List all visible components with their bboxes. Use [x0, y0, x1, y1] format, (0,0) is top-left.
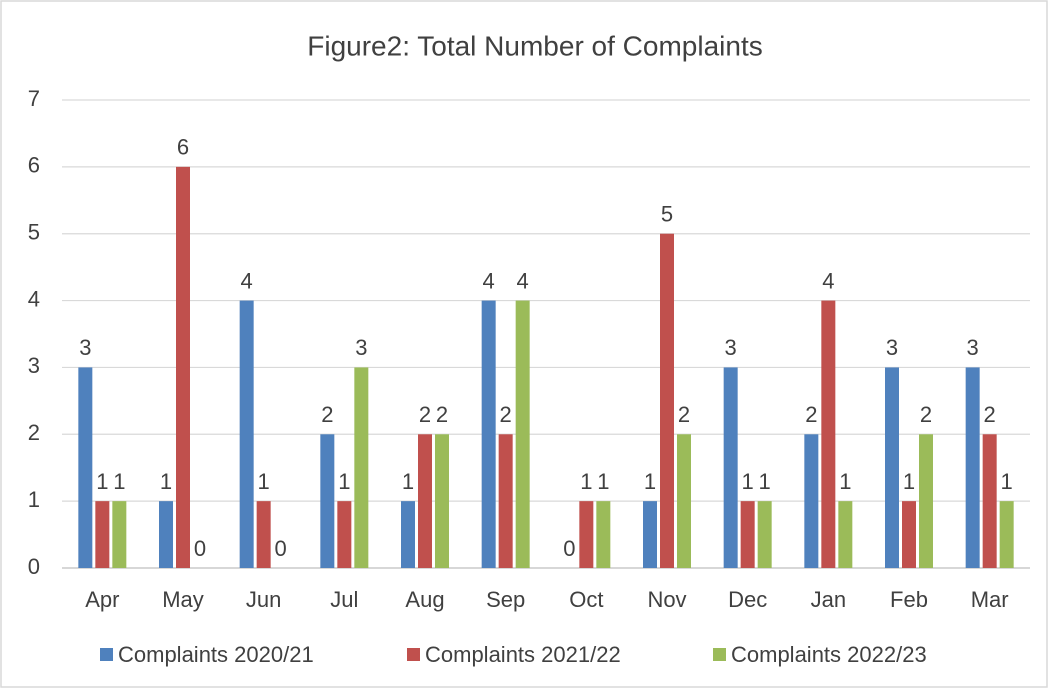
- y-tick-label: 7: [28, 86, 40, 111]
- bar: [112, 501, 127, 568]
- data-label: 4: [822, 268, 834, 293]
- y-tick-label: 6: [28, 153, 40, 178]
- data-label: 1: [580, 469, 592, 494]
- data-label: 1: [113, 469, 125, 494]
- bar: [176, 166, 190, 568]
- data-label: 2: [321, 402, 333, 427]
- data-label: 1: [338, 469, 350, 494]
- bar: [965, 367, 980, 568]
- bar: [821, 300, 836, 568]
- data-label: 1: [402, 469, 414, 494]
- x-tick-label: Apr: [85, 587, 119, 612]
- bar: [999, 501, 1014, 568]
- x-tick-label: Nov: [647, 587, 686, 612]
- data-label: 2: [678, 402, 690, 427]
- y-tick-label: 4: [28, 286, 40, 311]
- bar: [337, 501, 352, 568]
- bar: [239, 300, 254, 568]
- data-label: 1: [160, 469, 172, 494]
- data-label: 1: [1001, 469, 1013, 494]
- data-label: 1: [839, 469, 851, 494]
- x-tick-label: Jun: [246, 587, 281, 612]
- bar: [723, 367, 738, 568]
- x-tick-label: Sep: [486, 587, 525, 612]
- data-label: 3: [79, 335, 91, 360]
- bar: [660, 233, 674, 568]
- bar: [320, 434, 335, 568]
- legend-label: Complaints 2021/22: [425, 642, 621, 667]
- y-tick-label: 0: [28, 554, 40, 579]
- data-label: 6: [177, 135, 189, 160]
- x-tick-label: Feb: [890, 587, 928, 612]
- bar: [596, 501, 611, 568]
- legend-swatch: [713, 648, 726, 661]
- x-tick-label: Mar: [971, 587, 1009, 612]
- bar: [435, 434, 449, 568]
- data-label: 3: [967, 335, 979, 360]
- data-label: 0: [194, 536, 206, 561]
- bar: [515, 300, 530, 568]
- y-tick-label: 2: [28, 420, 40, 445]
- data-label: 2: [436, 402, 448, 427]
- bar: [740, 501, 755, 568]
- legend-swatch: [100, 648, 113, 661]
- data-label: 5: [661, 202, 673, 227]
- bar: [401, 501, 415, 568]
- data-label: 0: [563, 536, 575, 561]
- data-label: 2: [419, 402, 431, 427]
- data-label: 1: [644, 469, 656, 494]
- data-label: 1: [258, 469, 270, 494]
- data-label: 3: [886, 335, 898, 360]
- y-tick-label: 1: [28, 487, 40, 512]
- data-label: 4: [241, 268, 253, 293]
- bar: [78, 367, 93, 568]
- y-tick-label: 5: [28, 220, 40, 245]
- data-label: 3: [355, 335, 367, 360]
- data-label: 1: [597, 469, 609, 494]
- bar: [677, 434, 691, 568]
- bar: [579, 501, 594, 568]
- bar: [838, 501, 853, 568]
- bar: [481, 300, 496, 568]
- data-label: 1: [96, 469, 108, 494]
- data-label: 1: [742, 469, 754, 494]
- bar: [418, 434, 432, 568]
- data-label: 4: [483, 268, 495, 293]
- data-label: 2: [920, 402, 932, 427]
- data-label: 1: [903, 469, 915, 494]
- bar: [885, 367, 899, 568]
- data-label: 2: [984, 402, 996, 427]
- legend-swatch: [407, 648, 420, 661]
- bar: [982, 434, 997, 568]
- bar: [804, 434, 819, 568]
- data-label: 0: [275, 536, 287, 561]
- data-label: 4: [517, 268, 529, 293]
- bar: [757, 501, 772, 568]
- y-tick-label: 3: [28, 353, 40, 378]
- bar: [256, 501, 271, 568]
- legend-label: Complaints 2022/23: [731, 642, 927, 667]
- data-label: 3: [725, 335, 737, 360]
- bar: [95, 501, 110, 568]
- x-tick-label: Oct: [569, 587, 603, 612]
- bar: [498, 434, 513, 568]
- bar: [159, 501, 173, 568]
- chart-title: Figure2: Total Number of Complaints: [307, 30, 762, 61]
- x-tick-label: Jan: [811, 587, 846, 612]
- bar: [919, 434, 933, 568]
- data-label: 2: [500, 402, 512, 427]
- x-tick-label: May: [162, 587, 204, 612]
- bar: [643, 501, 657, 568]
- x-tick-label: Aug: [405, 587, 444, 612]
- bar: [902, 501, 916, 568]
- data-label: 1: [759, 469, 771, 494]
- x-tick-label: Jul: [330, 587, 358, 612]
- bar: [354, 367, 369, 568]
- data-label: 2: [805, 402, 817, 427]
- x-tick-label: Dec: [728, 587, 767, 612]
- legend-label: Complaints 2020/21: [118, 642, 314, 667]
